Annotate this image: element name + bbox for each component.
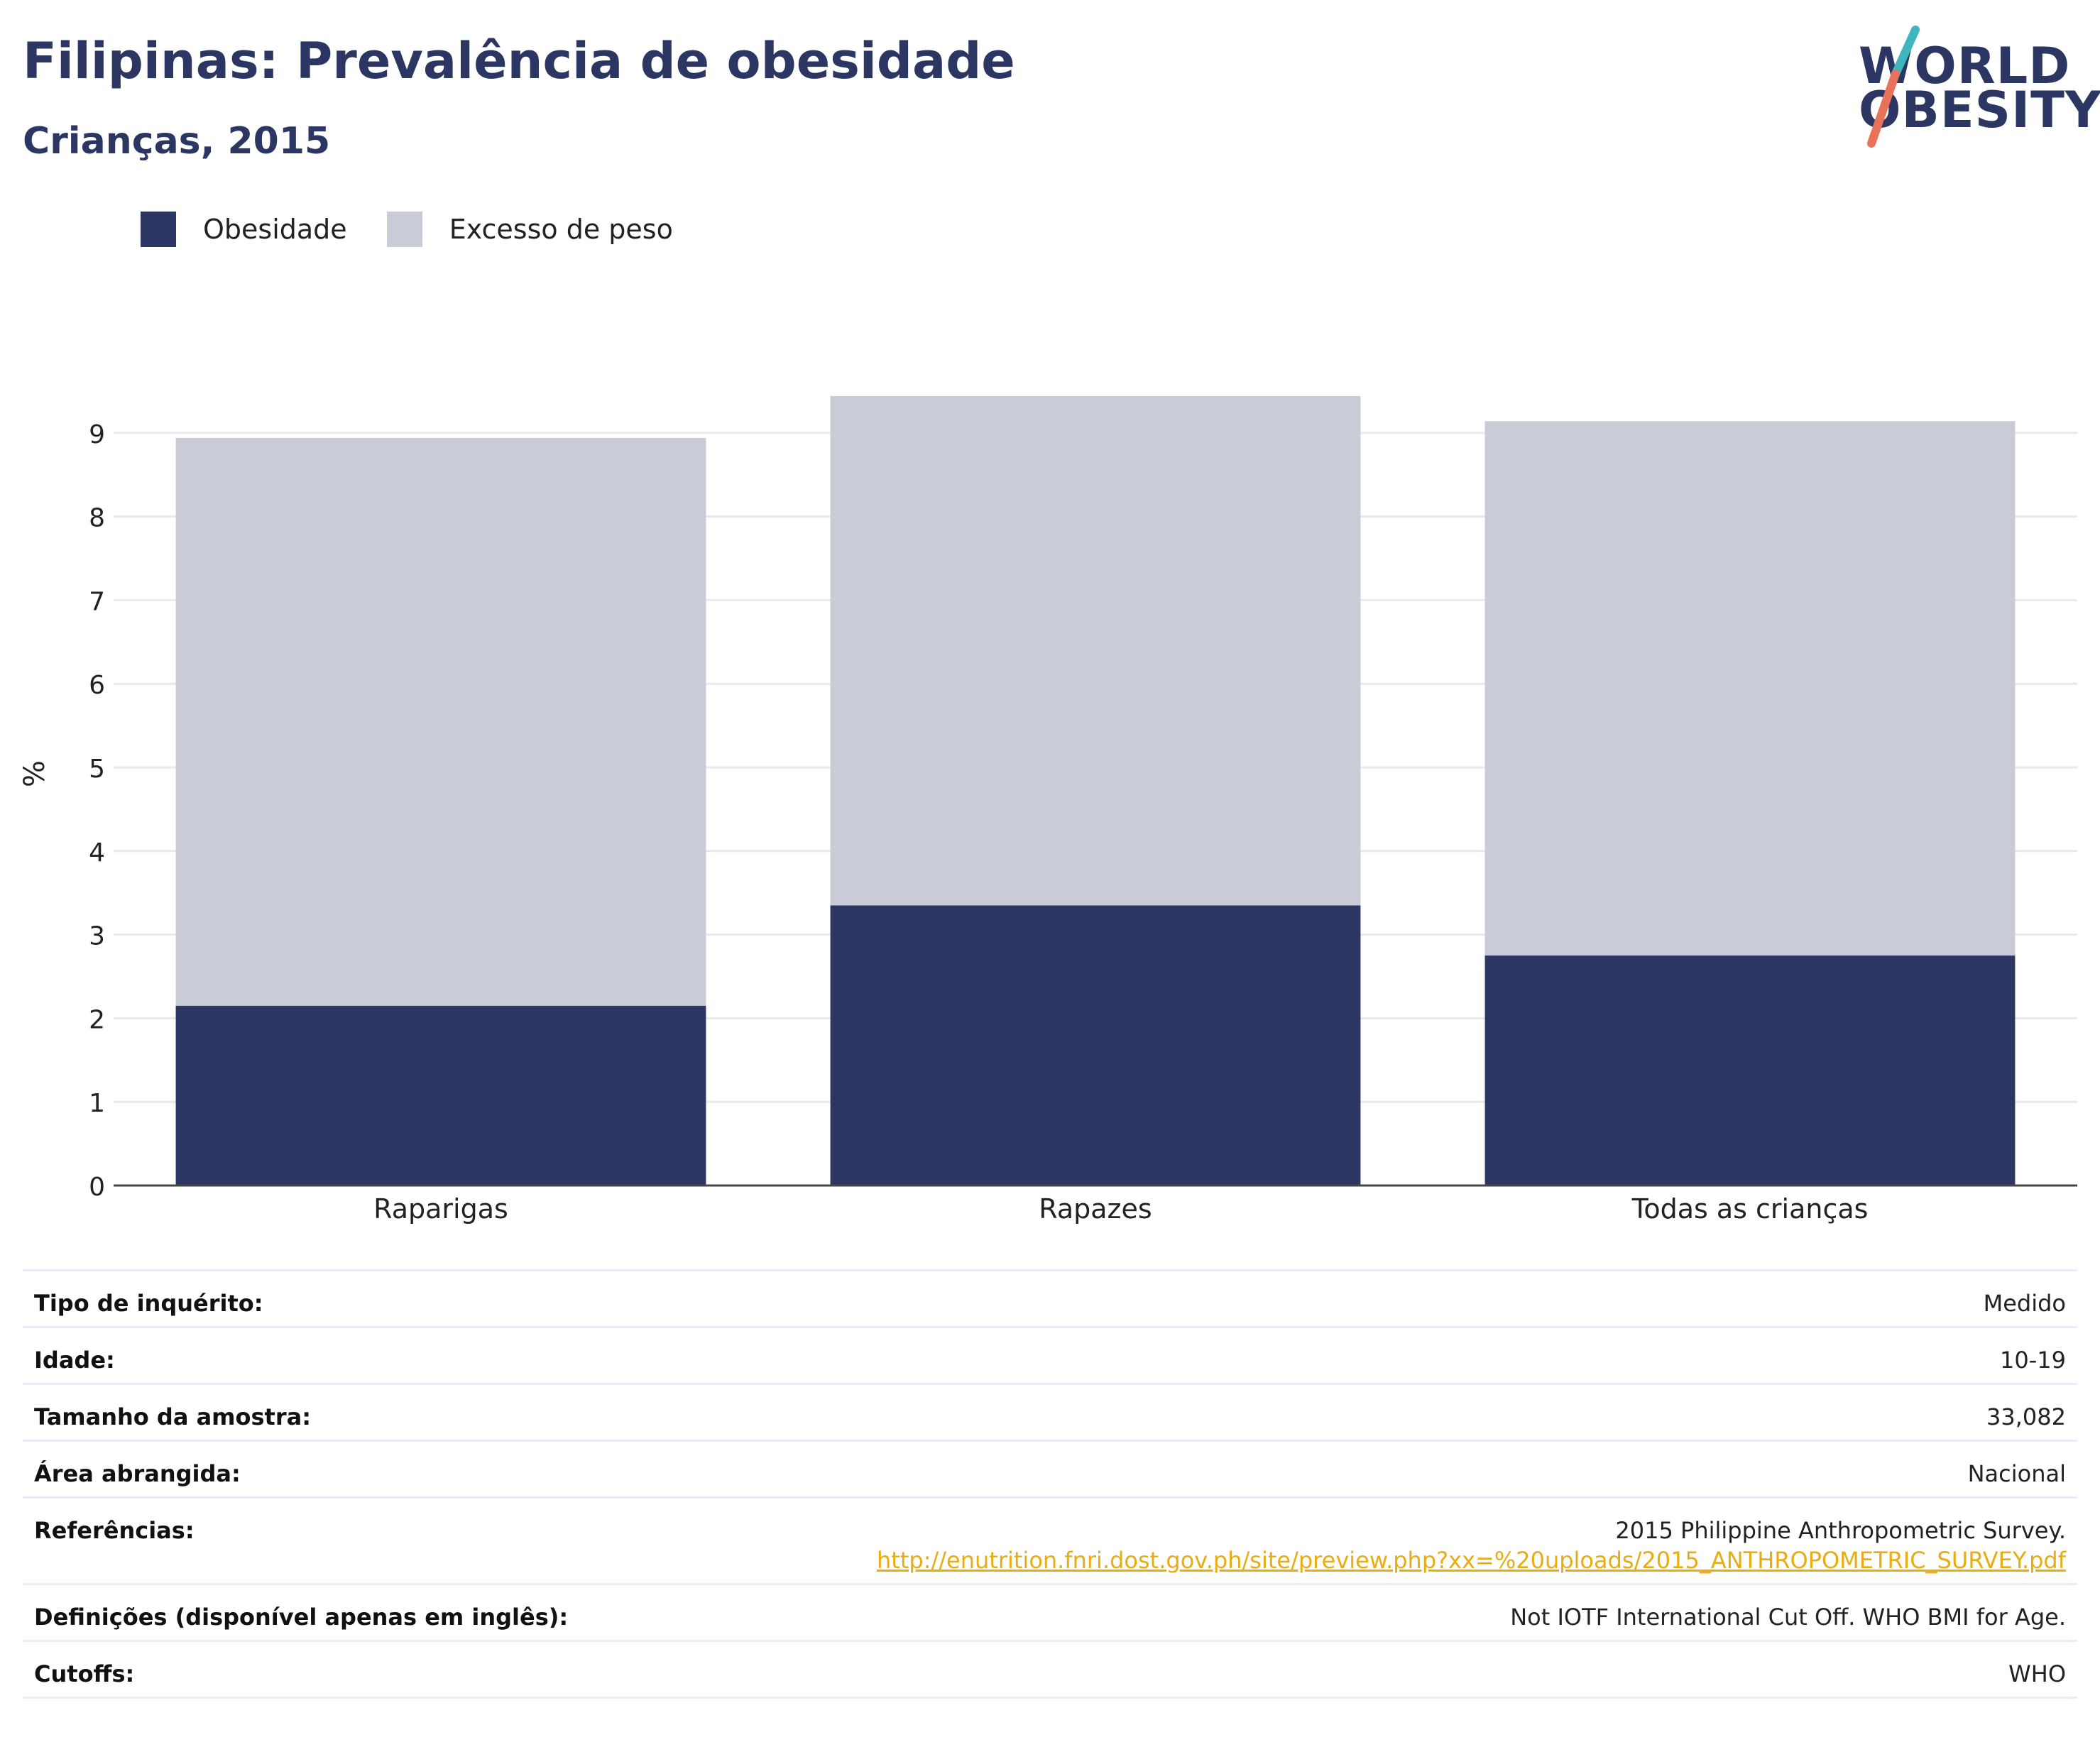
x-tick-label: Raparigas [373, 1193, 508, 1225]
bars [175, 395, 2016, 1185]
info-value: 33,082 [1986, 1403, 2066, 1430]
bar-obesity-1[interactable] [830, 905, 1361, 1185]
y-tick-label: 1 [89, 1089, 105, 1118]
info-key: Definições (disponível apenas em inglês)… [34, 1604, 569, 1631]
info-value: WHO [2008, 1660, 2066, 1687]
legend-swatch-obesity [141, 212, 176, 247]
y-tick-label: 0 [89, 1173, 105, 1202]
y-axis-label: % [18, 760, 51, 787]
info-value: 10-19 [2000, 1347, 2066, 1374]
legend-item-obesity[interactable]: Obesidade [141, 212, 347, 247]
logo-slash-bottom [1867, 70, 1900, 148]
info-row-survey-type: Tipo de inquérito: Medido [23, 1270, 2077, 1327]
info-key: Tamanho da amostra: [34, 1403, 311, 1430]
bar-obesity-0[interactable] [175, 1005, 706, 1185]
bar-overweight-1[interactable] [830, 395, 1361, 906]
bar-overweight-0[interactable] [175, 437, 706, 1006]
y-tick-label: 5 [89, 755, 105, 784]
x-tick-label: Todas as crianças [1631, 1193, 1869, 1225]
info-value: Medido [1983, 1290, 2066, 1317]
y-tick-label: 7 [89, 587, 105, 616]
info-row-sample-size: Tamanho da amostra: 33,082 [23, 1384, 2077, 1441]
info-row-area: Área abrangida: Nacional [23, 1440, 2077, 1498]
bar-chart: 0 1 2 3 4 5 6 7 8 9 Raparigas Rapazes Todas as crian… [18, 395, 2077, 1225]
world-obesity-logo: WORLD OBESITY [1846, 20, 2100, 155]
info-value: Nacional [1967, 1460, 2066, 1487]
info-row-references: Referências: 2015 Philippine Anthropomet… [23, 1497, 2077, 1584]
logo-text-line2: OBESITY [1859, 81, 2100, 139]
legend-label-overweight: Excesso de peso [449, 214, 673, 245]
info-row-age: Idade: 10-19 [23, 1327, 2077, 1384]
logo-slash-top [1891, 26, 1920, 78]
survey-info-table: Tipo de inquérito: Medido Idade: 10-19 T… [23, 1269, 2077, 1699]
bar-obesity-2[interactable] [1484, 955, 2016, 1185]
info-key: Idade: [34, 1347, 115, 1374]
chart-title: Filipinas: Prevalência de obesidade [23, 32, 1015, 90]
info-row-cutoffs: Cutoffs: WHO [23, 1641, 2077, 1698]
reference-link[interactable]: http://enutrition.fnri.dost.gov.ph/site/… [877, 1547, 2066, 1574]
info-key: Tipo de inquérito: [34, 1290, 263, 1317]
chart-subtitle: Crianças, 2015 [23, 120, 331, 163]
reference-text: 2015 Philippine Anthropometric Survey. [1615, 1517, 2066, 1544]
legend-item-overweight[interactable]: Excesso de peso [386, 212, 673, 247]
axes: 0 1 2 3 4 5 6 7 8 9 Raparigas Rapazes Todas as crian… [89, 420, 2077, 1225]
logo-slash-icon [1867, 26, 1920, 148]
x-tick-label: Rapazes [1039, 1193, 1152, 1225]
info-key: Referências: [34, 1517, 195, 1544]
info-row-definitions: Definições (disponível apenas em inglês)… [23, 1584, 2077, 1641]
info-value: Not IOTF International Cut Off. WHO BMI … [1510, 1604, 2066, 1631]
chart-legend: Obesidade Excesso de peso [141, 212, 713, 247]
y-tick-label: 4 [89, 838, 105, 867]
y-tick-label: 9 [89, 420, 105, 449]
legend-swatch-overweight [386, 212, 422, 247]
y-tick-label: 2 [89, 1005, 105, 1034]
y-tick-label: 8 [89, 504, 105, 533]
legend-label-obesity: Obesidade [203, 214, 347, 245]
y-tick-label: 6 [89, 671, 105, 700]
info-value: 2015 Philippine Anthropometric Survey. h… [669, 1498, 2077, 1584]
y-tick-label: 3 [89, 922, 105, 951]
info-key: Cutoffs: [34, 1660, 135, 1687]
bar-overweight-2[interactable] [1484, 421, 2016, 956]
info-key: Área abrangida: [34, 1460, 241, 1487]
